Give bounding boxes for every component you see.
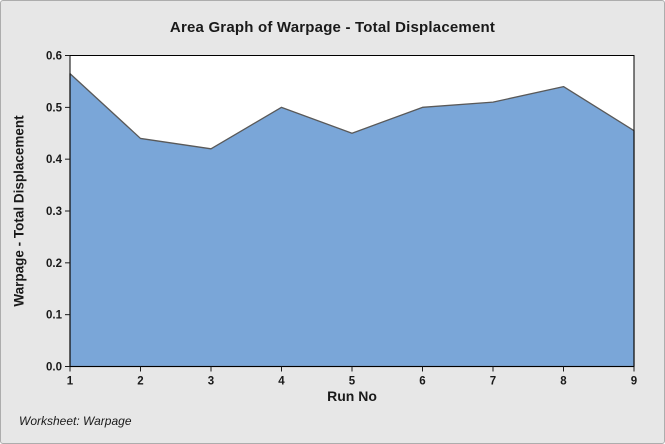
y-tick-label: 0.1 xyxy=(46,310,63,322)
y-tick-label: 0.3 xyxy=(46,206,62,218)
x-tick-label: 1 xyxy=(67,376,74,388)
x-tick-label: 4 xyxy=(278,376,285,388)
x-tick-label: 9 xyxy=(631,376,637,388)
x-tick-label: 3 xyxy=(208,376,214,388)
x-tick-label: 8 xyxy=(560,376,567,388)
y-tick-label: 0.5 xyxy=(46,102,63,114)
x-tick-label: 7 xyxy=(490,376,496,388)
x-axis-label: Run No xyxy=(327,388,377,404)
y-tick-label: 0.0 xyxy=(46,362,62,374)
chart-title: Area Graph of Warpage - Total Displaceme… xyxy=(169,19,496,36)
worksheet-label: Worksheet: Warpage xyxy=(19,414,132,428)
y-tick-label: 0.2 xyxy=(46,258,62,270)
y-tick-label: 0.4 xyxy=(46,154,63,166)
x-tick-label: 6 xyxy=(419,376,425,388)
x-tick-label: 2 xyxy=(137,376,143,388)
x-tick-label: 5 xyxy=(349,376,356,388)
y-tick-label: 0.6 xyxy=(46,51,62,63)
